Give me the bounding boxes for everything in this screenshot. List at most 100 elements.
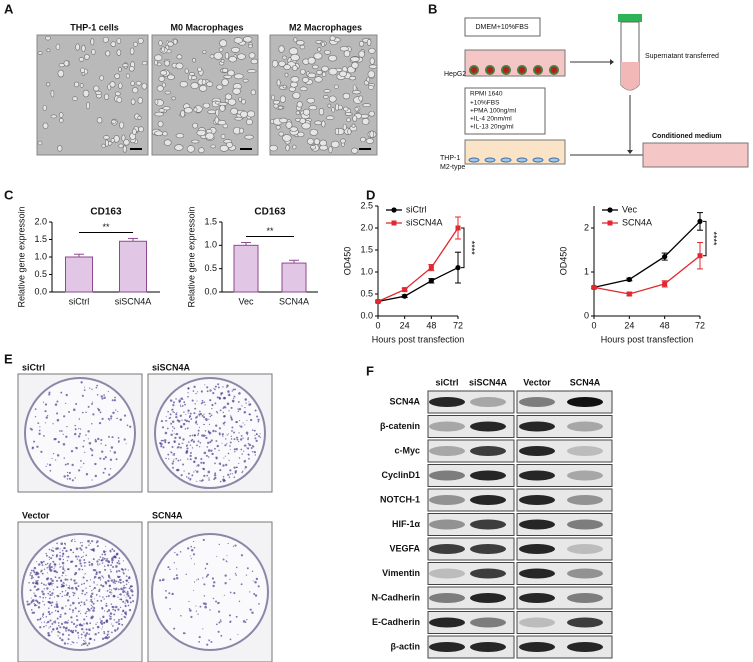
cell bbox=[37, 140, 43, 146]
colony bbox=[196, 579, 198, 581]
colony bbox=[170, 433, 173, 437]
cell bbox=[227, 98, 237, 106]
colony bbox=[248, 457, 250, 460]
colony bbox=[74, 629, 77, 632]
colony bbox=[222, 480, 225, 483]
panel-label: B bbox=[428, 1, 437, 16]
cell bbox=[233, 37, 243, 44]
colony bbox=[177, 419, 181, 423]
colony bbox=[122, 560, 125, 562]
bar bbox=[233, 244, 259, 293]
cell bbox=[323, 89, 331, 93]
colony bbox=[110, 446, 114, 449]
colony bbox=[84, 573, 86, 575]
colony bbox=[51, 584, 53, 586]
colony bbox=[59, 626, 62, 629]
colony bbox=[93, 598, 96, 600]
colony bbox=[123, 584, 125, 587]
cell bbox=[334, 127, 340, 135]
colony bbox=[186, 444, 189, 447]
colony bbox=[88, 628, 91, 631]
colony bbox=[111, 605, 114, 608]
colony bbox=[249, 591, 251, 593]
cell bbox=[130, 98, 136, 105]
colony bbox=[84, 640, 86, 642]
cell bbox=[161, 82, 166, 88]
colony bbox=[195, 417, 197, 419]
colony bbox=[100, 619, 103, 623]
colony bbox=[96, 584, 98, 586]
colony bbox=[214, 388, 216, 391]
cell bbox=[282, 84, 287, 89]
x-tick-label: 48 bbox=[426, 320, 436, 330]
x-tick-label: Vec bbox=[238, 296, 254, 306]
colony bbox=[62, 567, 65, 571]
cell bbox=[46, 48, 51, 53]
colony bbox=[230, 418, 234, 421]
colony bbox=[80, 627, 84, 631]
cell bbox=[358, 95, 363, 102]
colony bbox=[187, 412, 189, 414]
colony bbox=[120, 567, 124, 571]
colony bbox=[220, 634, 223, 637]
colony bbox=[48, 565, 50, 567]
cell bbox=[323, 50, 331, 55]
colony bbox=[79, 547, 82, 550]
colony bbox=[82, 462, 85, 465]
colony bbox=[83, 551, 85, 553]
colony bbox=[85, 632, 89, 635]
colony bbox=[96, 599, 99, 602]
colony bbox=[52, 547, 54, 549]
colony bbox=[250, 447, 253, 450]
colony bbox=[37, 580, 39, 582]
colony bbox=[249, 608, 252, 611]
cell bbox=[290, 81, 298, 88]
cell bbox=[343, 50, 351, 58]
colony bbox=[63, 582, 65, 584]
cell bbox=[296, 101, 303, 108]
blot-band bbox=[519, 617, 555, 628]
colony bbox=[246, 567, 249, 570]
colony bbox=[74, 625, 77, 628]
plate-label: siSCN4A bbox=[152, 362, 191, 372]
colony bbox=[87, 608, 91, 612]
colony bbox=[182, 398, 184, 400]
cell bbox=[72, 96, 78, 101]
colony bbox=[201, 434, 204, 437]
colony bbox=[65, 626, 68, 630]
cell-label: THP-1 bbox=[440, 155, 460, 162]
colony bbox=[131, 590, 134, 593]
medium-label: +IL-13 20ng/ml bbox=[470, 124, 514, 131]
colony bbox=[81, 544, 83, 547]
y-tick-label: 2.0 bbox=[34, 216, 47, 226]
protein-label: VEGFA bbox=[389, 543, 420, 553]
cell bbox=[80, 67, 85, 73]
colony bbox=[226, 386, 228, 389]
legend-label: SCN4A bbox=[622, 217, 652, 227]
colony bbox=[219, 469, 222, 472]
colony bbox=[254, 580, 257, 584]
colony bbox=[72, 611, 74, 613]
colony bbox=[208, 639, 211, 642]
cell bbox=[346, 117, 351, 123]
colony bbox=[35, 572, 38, 574]
colony bbox=[74, 477, 76, 479]
colony bbox=[182, 422, 186, 426]
colony bbox=[215, 600, 217, 603]
colony bbox=[114, 396, 116, 399]
cell bbox=[321, 71, 327, 77]
blot-band bbox=[470, 617, 506, 628]
colony bbox=[93, 586, 96, 590]
cell bbox=[105, 50, 111, 57]
significance-bracket bbox=[461, 227, 465, 269]
colony bbox=[63, 642, 67, 645]
cell bbox=[75, 43, 80, 51]
colony bbox=[195, 420, 198, 422]
colony bbox=[193, 581, 196, 583]
colony bbox=[117, 411, 119, 413]
colony bbox=[67, 634, 70, 636]
cell bbox=[237, 53, 246, 60]
colony bbox=[52, 560, 55, 563]
colony bbox=[192, 440, 196, 443]
colony bbox=[85, 615, 88, 618]
